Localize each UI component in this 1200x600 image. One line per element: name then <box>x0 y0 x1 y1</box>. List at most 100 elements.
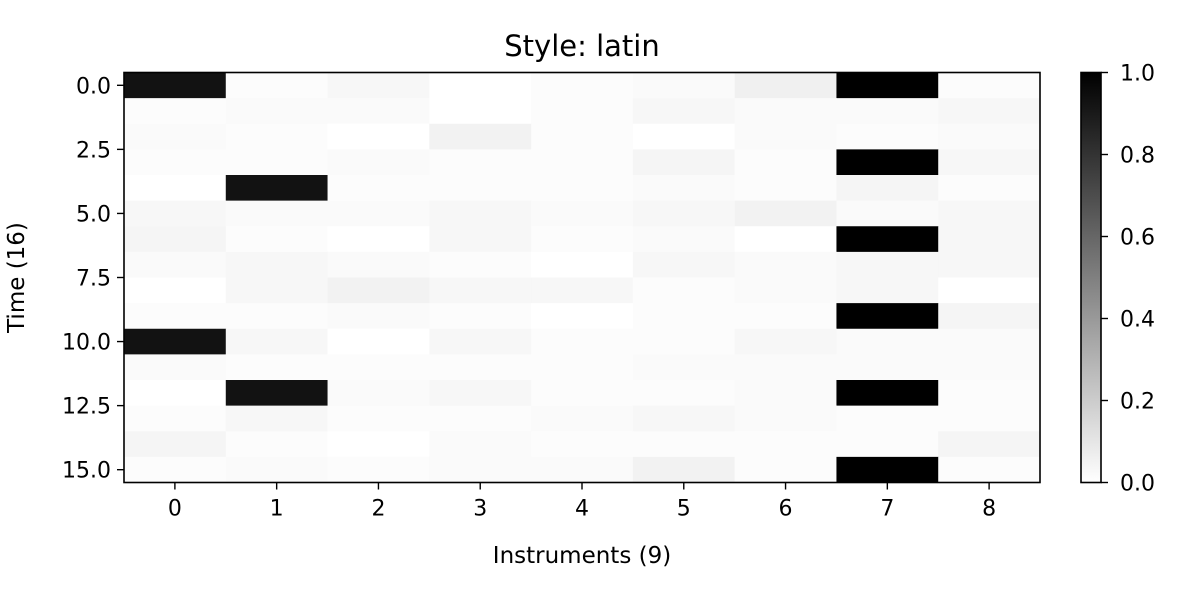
heatmap-cell <box>836 456 939 483</box>
heatmap-cell <box>836 123 939 150</box>
heatmap-cell <box>531 405 634 432</box>
x-tick-label: 5 <box>677 497 691 522</box>
heatmap-cell <box>836 277 939 304</box>
heatmap-cell <box>734 72 837 99</box>
heatmap-cell <box>327 175 430 202</box>
heatmap-cell <box>124 354 227 381</box>
x-axis-ticks: 0 1 2 3 4 5 6 7 8 <box>168 482 996 522</box>
heatmap-cell <box>938 175 1041 202</box>
heatmap-cell <box>225 226 328 253</box>
x-axis-label: Instruments (9) <box>493 543 671 569</box>
heatmap-cell <box>225 328 328 355</box>
heatmap-cell <box>327 200 430 227</box>
colorbar-ticks: 0.0 0.2 0.4 0.6 0.8 1.0 <box>1101 62 1155 497</box>
heatmap-cell <box>531 354 634 381</box>
colorbar-tick-label: 0.6 <box>1120 226 1155 251</box>
heatmap-cell <box>531 200 634 227</box>
heatmap-cell <box>632 303 736 330</box>
heatmap-cell <box>938 456 1041 483</box>
heatmap-cell <box>938 251 1041 278</box>
heatmap-cell <box>124 405 227 432</box>
heatmap-cell <box>734 226 837 253</box>
y-tick-label: 10.0 <box>62 331 111 356</box>
heatmap-cell <box>429 277 532 304</box>
heatmap-cell <box>734 200 837 227</box>
colorbar-gradient <box>1081 72 1101 483</box>
heatmap-cell <box>124 303 227 330</box>
chart-title: Style: latin <box>504 29 659 63</box>
heatmap-cell <box>531 328 634 355</box>
colorbar-tick-label: 0.2 <box>1120 390 1155 415</box>
heatmap-cell <box>225 123 328 150</box>
heatmap-cell <box>225 456 328 483</box>
heatmap-cell <box>327 98 430 125</box>
heatmap-cell <box>327 456 430 483</box>
heatmap-cell <box>632 354 736 381</box>
heatmap-cell <box>327 123 430 150</box>
y-tick-label: 0.0 <box>76 74 111 99</box>
heatmap-cell <box>938 277 1041 304</box>
heatmap-cell <box>938 226 1041 253</box>
heatmap-cell <box>327 431 430 458</box>
heatmap-cell <box>327 405 430 432</box>
heatmap-cell <box>429 251 532 278</box>
heatmap-cell <box>734 98 837 125</box>
heatmap-cell <box>632 200 736 227</box>
heatmap-cell <box>327 354 430 381</box>
heatmap-cell <box>225 380 328 407</box>
heatmap-cell <box>531 431 634 458</box>
heatmap-cell <box>632 328 736 355</box>
heatmap-cell <box>225 149 328 176</box>
x-tick-label: 1 <box>270 497 284 522</box>
heatmap-cell <box>124 149 227 176</box>
heatmap-cell <box>124 380 227 407</box>
heatmap-cell <box>836 431 939 458</box>
heatmap-cell <box>327 72 430 99</box>
heatmap-cell <box>836 175 939 202</box>
heatmap-cell <box>836 303 939 330</box>
x-tick-label: 7 <box>880 497 894 522</box>
heatmap-cell <box>531 456 634 483</box>
y-tick-label: 2.5 <box>76 138 111 163</box>
heatmap-cell <box>734 149 837 176</box>
heatmap-cell <box>836 200 939 227</box>
heatmap-cell <box>836 149 939 176</box>
heatmap-cell <box>124 175 227 202</box>
heatmap-cell <box>632 431 736 458</box>
heatmap-cell <box>124 431 227 458</box>
heatmap-cell <box>836 226 939 253</box>
heatmap-cell <box>327 251 430 278</box>
colorbar-tick-label: 1.0 <box>1120 62 1155 87</box>
heatmap-cell <box>225 72 328 99</box>
x-tick-label: 8 <box>982 497 996 522</box>
heatmap-cell <box>632 72 736 99</box>
heatmap-cell <box>124 277 227 304</box>
heatmap-cell <box>734 354 837 381</box>
heatmap-cell <box>632 98 736 125</box>
heatmap-cell <box>327 303 430 330</box>
heatmap-cell <box>938 149 1041 176</box>
heatmap-cell <box>429 123 532 150</box>
heatmap-cell <box>531 251 634 278</box>
heatmap-cell <box>327 149 430 176</box>
x-tick-label: 6 <box>779 497 793 522</box>
heatmap-cell <box>734 277 837 304</box>
heatmap-cell <box>531 98 634 125</box>
heatmap-cell <box>632 149 736 176</box>
x-tick-label: 4 <box>575 497 589 522</box>
y-tick-label: 15.0 <box>62 459 111 484</box>
heatmap-cell <box>429 405 532 432</box>
heatmap-cell <box>531 380 634 407</box>
heatmap-cell <box>938 405 1041 432</box>
x-tick-label: 0 <box>168 497 182 522</box>
heatmap-cell <box>429 98 532 125</box>
heatmap-cell <box>531 149 634 176</box>
heatmap-cell <box>531 72 634 99</box>
heatmap-cell <box>734 328 837 355</box>
heatmap-cell <box>429 431 532 458</box>
heatmap-cell <box>938 431 1041 458</box>
heatmap-cell <box>225 200 328 227</box>
heatmap-cell <box>429 149 532 176</box>
heatmap-cell <box>327 380 430 407</box>
